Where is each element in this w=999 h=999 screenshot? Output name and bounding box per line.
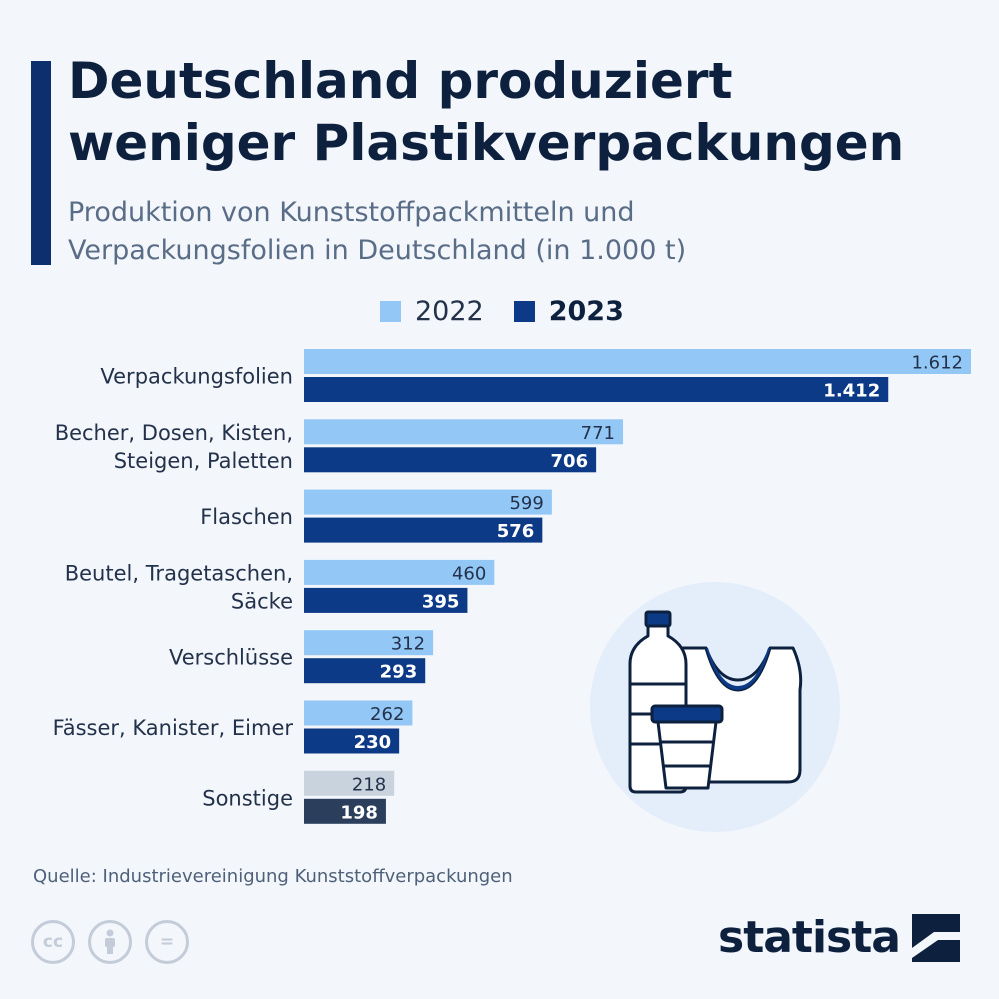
statista-mark-icon bbox=[911, 913, 960, 962]
data-label-2023-4: 293 bbox=[380, 662, 418, 683]
bar-chart: 1.612 1.412 Verpackungsfolien 771 706 Becher,… bbox=[53, 349, 971, 824]
data-label-2022-3: 460 bbox=[452, 563, 486, 584]
legend-item-2022: 2022 bbox=[380, 296, 484, 327]
bar-2022-0 bbox=[304, 349, 971, 374]
legend-label-2022: 2022 bbox=[415, 295, 484, 327]
brand-name: statista bbox=[718, 912, 901, 963]
no-derivatives-icon[interactable]: = bbox=[145, 920, 189, 964]
data-label-2023-6: 198 bbox=[340, 802, 378, 823]
category-label-3-1: Säcke bbox=[231, 589, 293, 613]
legend-swatch-2022 bbox=[380, 300, 401, 322]
bar-2023-5 bbox=[304, 728, 400, 754]
category-label-5-0: Fässer, Kanister, Eimer bbox=[53, 716, 294, 740]
license-icons: cc = bbox=[31, 920, 202, 964]
data-label-2023-2: 576 bbox=[497, 521, 535, 542]
title-line-1: Deutschland produziert bbox=[68, 52, 733, 110]
attribution-icon[interactable] bbox=[88, 920, 132, 964]
category-label-0-0: Verpackungsfolien bbox=[100, 365, 293, 389]
category-label-3-0: Beutel, Tragetaschen, bbox=[65, 561, 293, 585]
cc-icon-text: cc bbox=[42, 932, 64, 952]
bar-2022-1 bbox=[304, 419, 624, 445]
bar-2023-3 bbox=[304, 587, 468, 613]
legend-label-2023: 2023 bbox=[548, 295, 624, 327]
data-label-2022-1: 771 bbox=[581, 423, 615, 444]
category-label-6-0: Sonstige bbox=[202, 786, 293, 810]
title-accent-bar bbox=[31, 61, 51, 265]
bar-2022-6 bbox=[304, 770, 395, 796]
page-title: Deutschland produziert weniger Plastikve… bbox=[68, 50, 988, 174]
title-line-2: weniger Plastikverpackungen bbox=[68, 114, 905, 172]
data-label-2023-3: 395 bbox=[422, 591, 460, 612]
legend: 2022 2023 bbox=[380, 293, 654, 329]
bar-2023-0 bbox=[304, 377, 889, 402]
bar-2023-1 bbox=[304, 447, 597, 473]
category-label-1-1: Steigen, Paletten bbox=[114, 449, 293, 473]
category-label-2-0: Flaschen bbox=[200, 505, 293, 529]
statista-logo[interactable]: statista bbox=[718, 912, 960, 963]
bar-2022-4 bbox=[304, 630, 434, 656]
person-glyph bbox=[105, 929, 115, 954]
category-label-1-0: Becher, Dosen, Kisten, bbox=[55, 421, 293, 445]
category-label-4-0: Verschlüsse bbox=[169, 646, 293, 670]
data-label-2023-0: 1.412 bbox=[823, 381, 880, 402]
bar-2022-2 bbox=[304, 489, 552, 515]
data-label-2023-1: 706 bbox=[551, 451, 589, 472]
nd-icon-text: = bbox=[159, 932, 175, 952]
subtitle-line-2: Verpackungsfolien in Deutschland (in 1.0… bbox=[68, 235, 687, 266]
bar-2023-2 bbox=[304, 517, 543, 543]
data-label-2022-5: 262 bbox=[370, 704, 404, 725]
bar-2022-5 bbox=[304, 700, 413, 726]
bar-2023-6 bbox=[304, 798, 386, 824]
legend-item-2023: 2023 bbox=[513, 295, 624, 327]
data-label-2023-5: 230 bbox=[354, 732, 392, 753]
data-label-2022-6: 218 bbox=[352, 774, 386, 795]
cc-icon[interactable]: cc bbox=[31, 920, 75, 964]
subtitle: Produktion von Kunststoffpackmitteln und… bbox=[68, 194, 968, 270]
cup-icon bbox=[650, 704, 724, 790]
data-label-2022-4: 312 bbox=[391, 634, 425, 655]
legend-swatch-2023 bbox=[513, 300, 535, 322]
packaging-illustration bbox=[590, 582, 840, 832]
source-note: Quelle: Industrievereinigung Kunststoffv… bbox=[33, 866, 513, 887]
bar-2022-3 bbox=[304, 559, 495, 585]
data-label-2022-2: 599 bbox=[509, 493, 543, 514]
subtitle-line-1: Produktion von Kunststoffpackmitteln und bbox=[68, 197, 635, 228]
data-label-2022-0: 1.612 bbox=[911, 353, 963, 374]
bar-2023-4 bbox=[304, 658, 426, 684]
